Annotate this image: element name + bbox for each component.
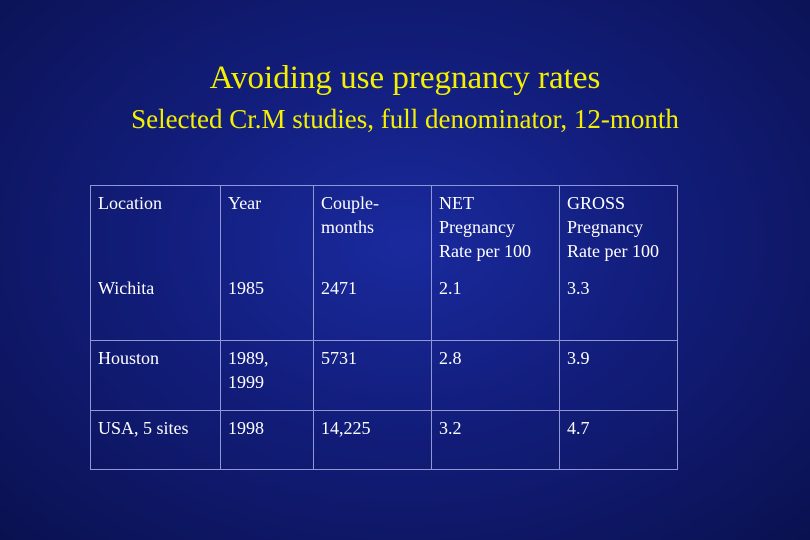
header-couple-months-line: months — [321, 217, 375, 237]
table-row: Wichita 1985 2471 2.1 3.3 — [90, 271, 678, 341]
cell-year-line: 1985 — [228, 278, 264, 298]
cell-location: Houston — [90, 340, 221, 411]
cell-location: USA, 5 sites — [90, 410, 221, 470]
cell-gross-rate: 3.3 — [559, 271, 678, 341]
header-net-line: Rate per 100 — [439, 241, 531, 261]
header-gross-line: Pregnancy — [567, 217, 643, 237]
slide-subtitle: Selected Cr.M studies, full denominator,… — [131, 104, 679, 134]
cell-couple-months: 2471 — [313, 271, 432, 341]
header-couple-months-line: Couple- — [321, 193, 379, 213]
cell-net-rate: 2.8 — [431, 340, 560, 411]
cell-couple-months: 14,225 — [313, 410, 432, 470]
header-net-line: NET — [439, 193, 474, 213]
header-year-label: Year — [228, 193, 262, 213]
cell-year-line: 1999 — [228, 372, 264, 392]
header-location-label: Location — [98, 193, 162, 213]
cell-net-rate: 3.2 — [431, 410, 560, 470]
table-row: Houston 1989, 1999 5731 2.8 3.9 — [90, 340, 678, 411]
cell-year: 1998 — [220, 410, 314, 470]
header-gross-rate: GROSS Pregnancy Rate per 100 — [559, 185, 678, 271]
cell-couple-months: 5731 — [313, 340, 432, 411]
table-row: USA, 5 sites 1998 14,225 3.2 4.7 — [90, 410, 678, 470]
header-gross-line: Rate per 100 — [567, 241, 659, 261]
cell-gross-rate: 4.7 — [559, 410, 678, 470]
header-gross-line: GROSS — [567, 193, 626, 213]
header-location: Location — [90, 185, 221, 271]
slide-title: Avoiding use pregnancy rates — [209, 60, 601, 96]
cell-net-rate: 2.1 — [431, 271, 560, 341]
cell-year-line: 1989, — [228, 348, 269, 368]
header-couple-months: Couple- months — [313, 185, 432, 271]
header-year: Year — [220, 185, 314, 271]
cell-gross-rate: 3.9 — [559, 340, 678, 411]
table-header-row: Location Year Couple- months NET Pregnan… — [90, 185, 678, 271]
header-net-rate: NET Pregnancy Rate per 100 — [431, 185, 560, 271]
cell-year: 1989, 1999 — [220, 340, 314, 411]
pregnancy-rates-table: Location Year Couple- months NET Pregnan… — [90, 185, 678, 470]
cell-year-line: 1998 — [228, 418, 264, 438]
cell-year: 1985 — [220, 271, 314, 341]
header-net-line: Pregnancy — [439, 217, 515, 237]
cell-location: Wichita — [90, 271, 221, 341]
